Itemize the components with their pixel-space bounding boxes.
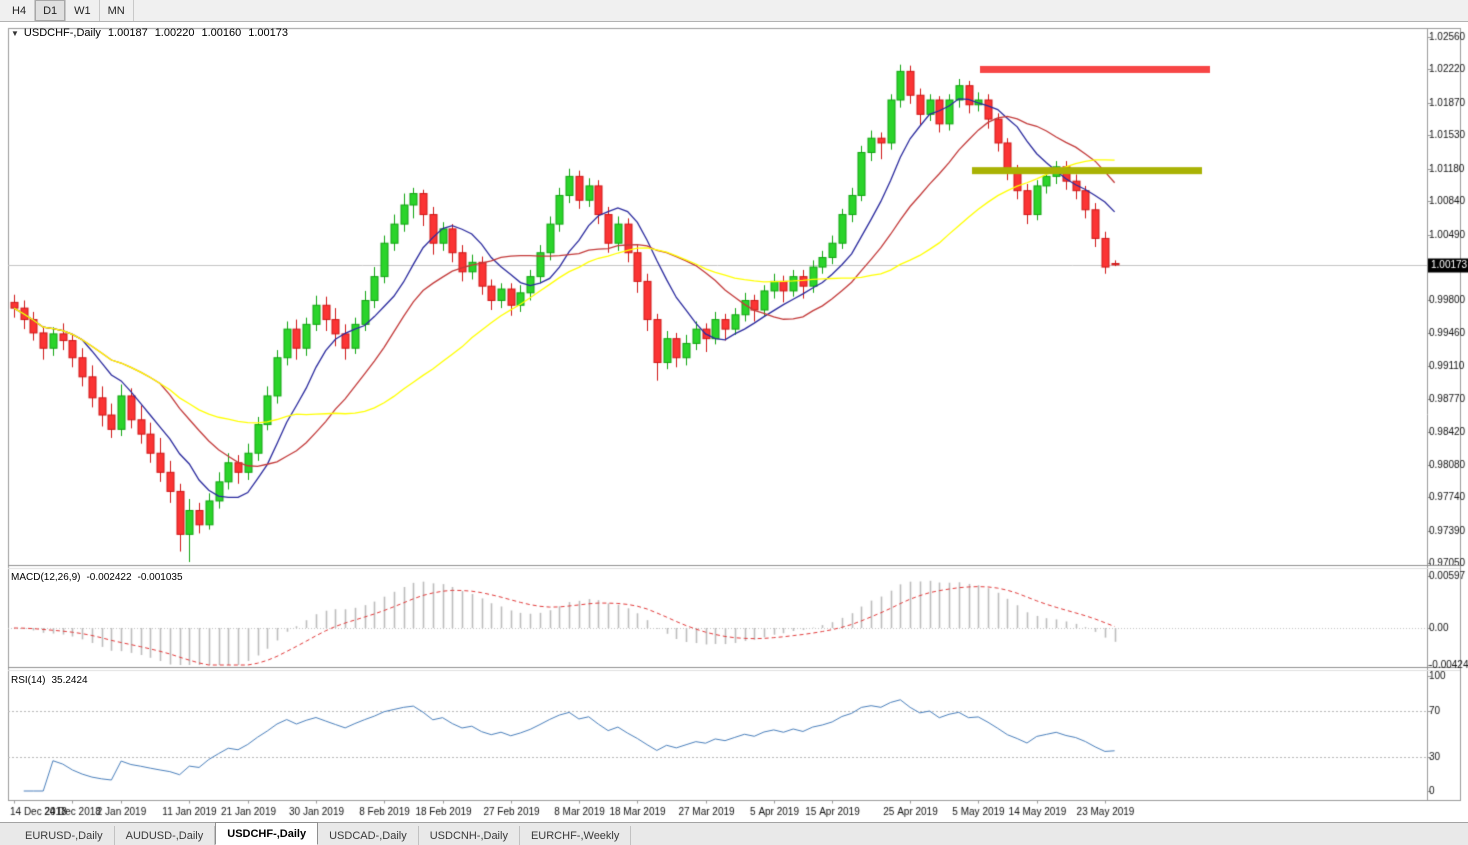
timeframe-toolbar: H4 D1 W1 MN <box>0 0 1468 22</box>
timeframe-button-mn[interactable]: MN <box>100 0 134 21</box>
chart-tab-usdcad[interactable]: USDCAD-,Daily <box>318 826 419 845</box>
timeframe-button-h4[interactable]: H4 <box>4 0 36 21</box>
chart-tab-audusd[interactable]: AUDUSD-,Daily <box>115 826 216 845</box>
chart-tab-usdcnh[interactable]: USDCNH-,Daily <box>419 826 520 845</box>
chart-tab-usdchf[interactable]: USDCHF-,Daily <box>215 822 319 845</box>
chart-window: ▼ USDCHF-,Daily 1.00187 1.00220 1.00160 1.001… <box>0 22 1468 822</box>
chart-canvas[interactable] <box>0 22 1468 822</box>
chart-tab-eurchf[interactable]: EURCHF-,Weekly <box>520 826 632 845</box>
chart-tab-bar: EURUSD-,Daily AUDUSD-,Daily USDCHF-,Daily U… <box>0 822 1468 845</box>
timeframe-button-w1[interactable]: W1 <box>66 0 100 21</box>
chart-tab-eurusd[interactable]: EURUSD-,Daily <box>14 826 115 845</box>
timeframe-button-d1[interactable]: D1 <box>35 0 67 21</box>
